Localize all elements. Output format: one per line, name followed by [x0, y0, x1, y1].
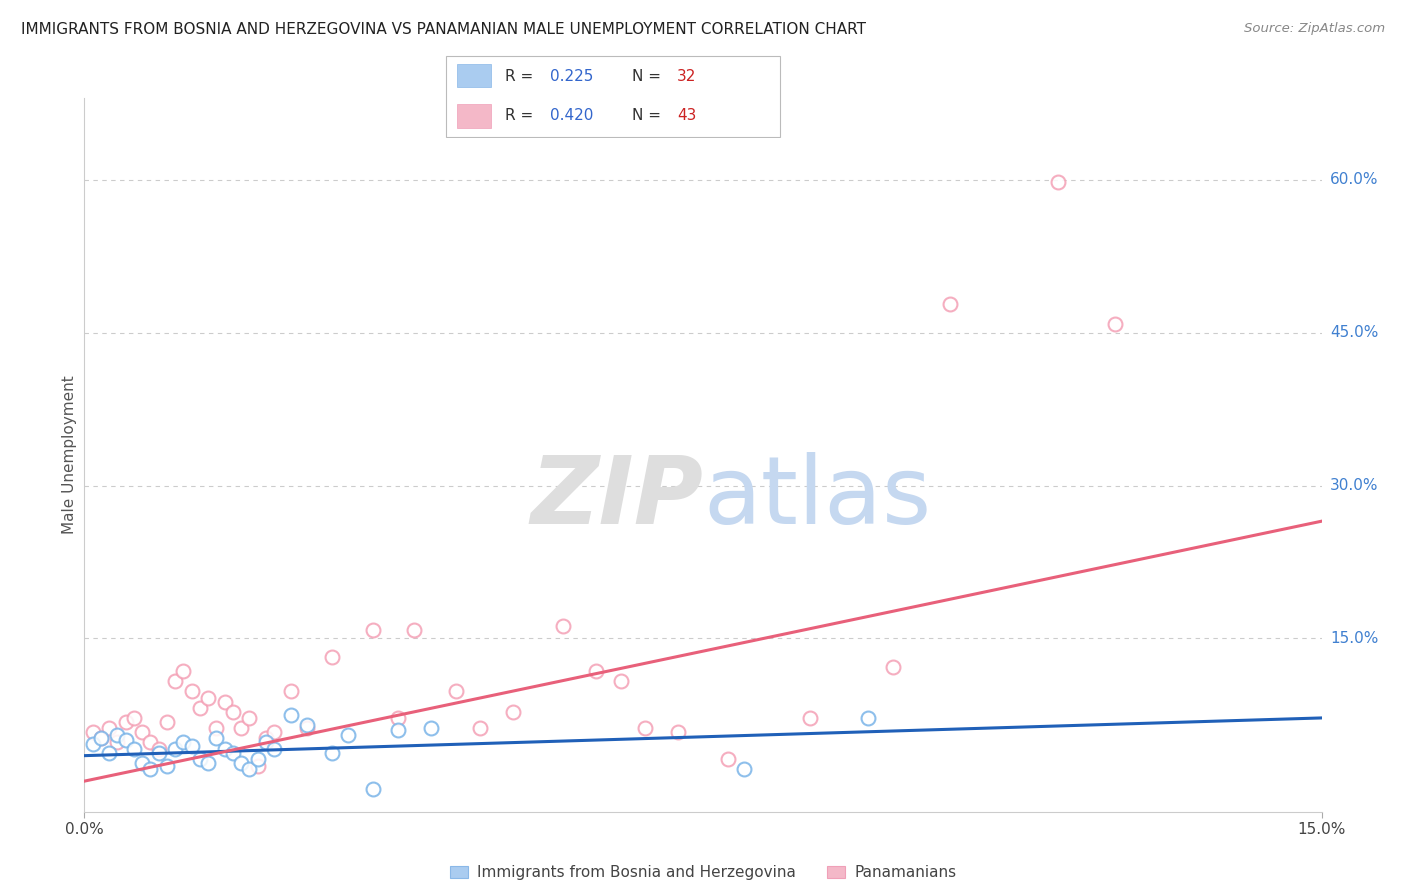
FancyBboxPatch shape	[446, 56, 780, 136]
Text: 15.0%: 15.0%	[1330, 631, 1378, 646]
Text: 30.0%: 30.0%	[1330, 478, 1378, 493]
Y-axis label: Male Unemployment: Male Unemployment	[62, 376, 77, 534]
Legend: Immigrants from Bosnia and Herzegovina, Panamanians: Immigrants from Bosnia and Herzegovina, …	[444, 859, 962, 886]
Text: 45.0%: 45.0%	[1330, 325, 1378, 340]
Text: Source: ZipAtlas.com: Source: ZipAtlas.com	[1244, 22, 1385, 36]
Text: IMMIGRANTS FROM BOSNIA AND HERZEGOVINA VS PANAMANIAN MALE UNEMPLOYMENT CORRELATI: IMMIGRANTS FROM BOSNIA AND HERZEGOVINA V…	[21, 22, 866, 37]
Text: ZIP: ZIP	[530, 451, 703, 544]
Text: N =: N =	[633, 69, 666, 84]
Text: 0.420: 0.420	[550, 108, 593, 123]
Text: atlas: atlas	[703, 451, 931, 544]
Text: 0.225: 0.225	[550, 69, 593, 84]
Text: N =: N =	[633, 108, 666, 123]
FancyBboxPatch shape	[457, 63, 491, 87]
Text: 60.0%: 60.0%	[1330, 172, 1378, 187]
Text: 32: 32	[678, 69, 696, 84]
Text: R =: R =	[505, 69, 538, 84]
Text: 43: 43	[678, 108, 696, 123]
FancyBboxPatch shape	[457, 104, 491, 128]
Text: R =: R =	[505, 108, 538, 123]
